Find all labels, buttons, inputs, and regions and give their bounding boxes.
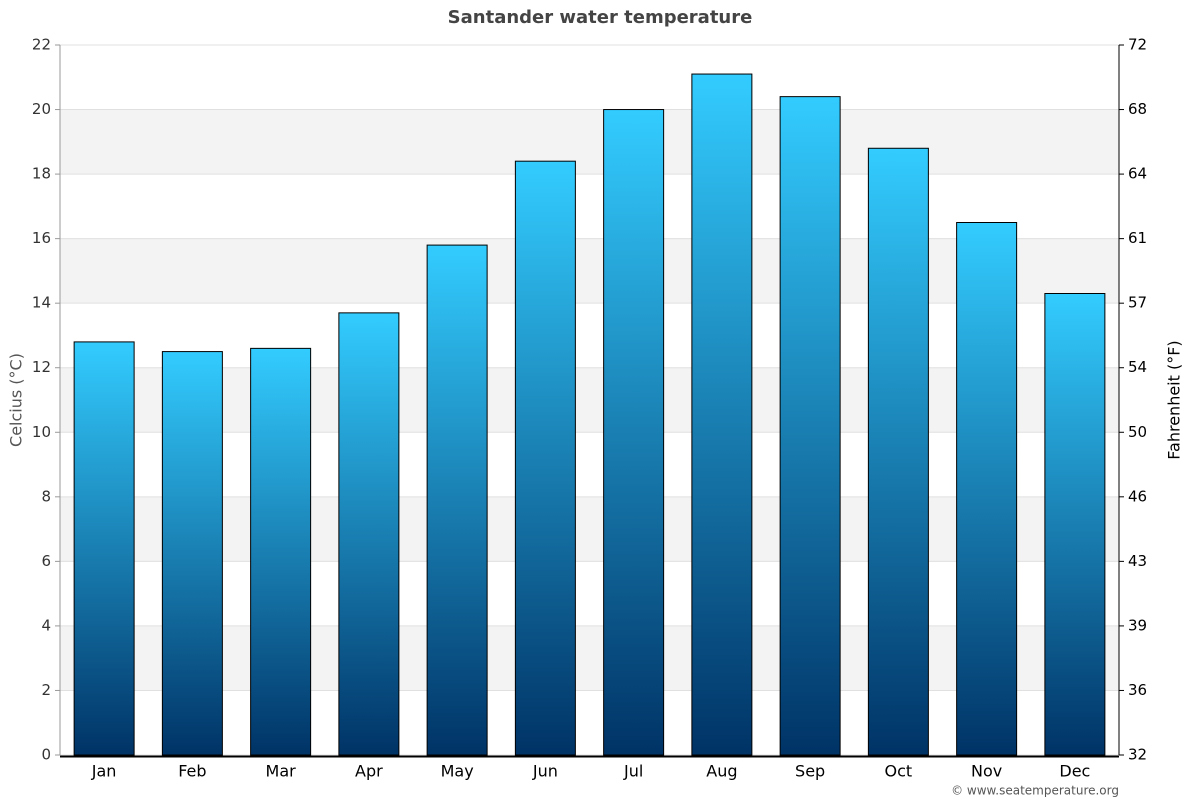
y-tick-label: 12 — [32, 358, 51, 376]
y2-tick-label: 39 — [1128, 616, 1147, 634]
x-tick-label: Jul — [623, 762, 643, 781]
y-tick-label: 10 — [32, 423, 51, 441]
x-tick-label: May — [441, 762, 474, 781]
y-axis-label: Celcius (°C) — [7, 353, 26, 447]
x-tick-label: Sep — [795, 762, 825, 781]
bar — [956, 222, 1018, 756]
grid-band — [60, 367, 1119, 433]
x-tick-label: Apr — [355, 762, 383, 781]
y2-tick-label: 32 — [1128, 746, 1147, 764]
y2-tick-label: 57 — [1128, 294, 1147, 312]
bar — [603, 109, 665, 756]
x-tick-label: Feb — [178, 762, 206, 781]
source: © www.seatemperature.org — [951, 784, 1119, 798]
y2-tick-label: 54 — [1128, 358, 1147, 376]
bar — [779, 96, 841, 756]
grid-band — [60, 496, 1119, 562]
x-tick-label: Jun — [532, 762, 558, 781]
y-tick-label: 4 — [41, 616, 51, 634]
y2-tick-label: 43 — [1128, 552, 1147, 570]
x-tick-label: Aug — [706, 762, 737, 781]
bar — [691, 73, 753, 756]
y-tick-label: 16 — [32, 229, 51, 247]
y2-tick-label: 72 — [1128, 36, 1147, 54]
x-tick-label: Jan — [91, 762, 117, 781]
y2-tick-label: 36 — [1128, 681, 1147, 699]
bar — [426, 244, 488, 756]
y-tick-label: 8 — [41, 487, 51, 505]
y-tick-label: 0 — [41, 746, 51, 764]
y2-tick-label: 61 — [1128, 229, 1147, 247]
grid-band — [60, 625, 1119, 691]
x-tick-label: Nov — [971, 762, 1002, 781]
y2-tick-label: 46 — [1128, 487, 1147, 505]
y-tick-label: 22 — [32, 36, 51, 54]
y2-tick-label: 68 — [1128, 100, 1147, 118]
y-tick-label: 2 — [41, 681, 51, 699]
grid-band — [60, 109, 1119, 175]
y-tick-label: 6 — [41, 552, 51, 570]
x-tick-label: Dec — [1059, 762, 1090, 781]
x-tick-label: Mar — [266, 762, 297, 781]
y-tick-label: 20 — [32, 100, 51, 118]
bar — [73, 341, 135, 756]
y-tick-label: 14 — [32, 294, 51, 312]
bar — [338, 312, 400, 756]
y2-tick-label: 50 — [1128, 423, 1147, 441]
y2-axis-label: Fahrenheit (°F) — [1165, 340, 1184, 459]
x-tick-label: Oct — [885, 762, 913, 781]
chart-title: Santander water temperature — [448, 7, 753, 28]
grid-band — [60, 238, 1119, 304]
bar — [1044, 293, 1106, 756]
y2-tick-label: 64 — [1128, 165, 1147, 183]
bar — [514, 160, 576, 756]
y-tick-label: 18 — [32, 165, 51, 183]
bar — [867, 147, 929, 756]
bar — [250, 347, 312, 756]
bar — [161, 351, 223, 756]
